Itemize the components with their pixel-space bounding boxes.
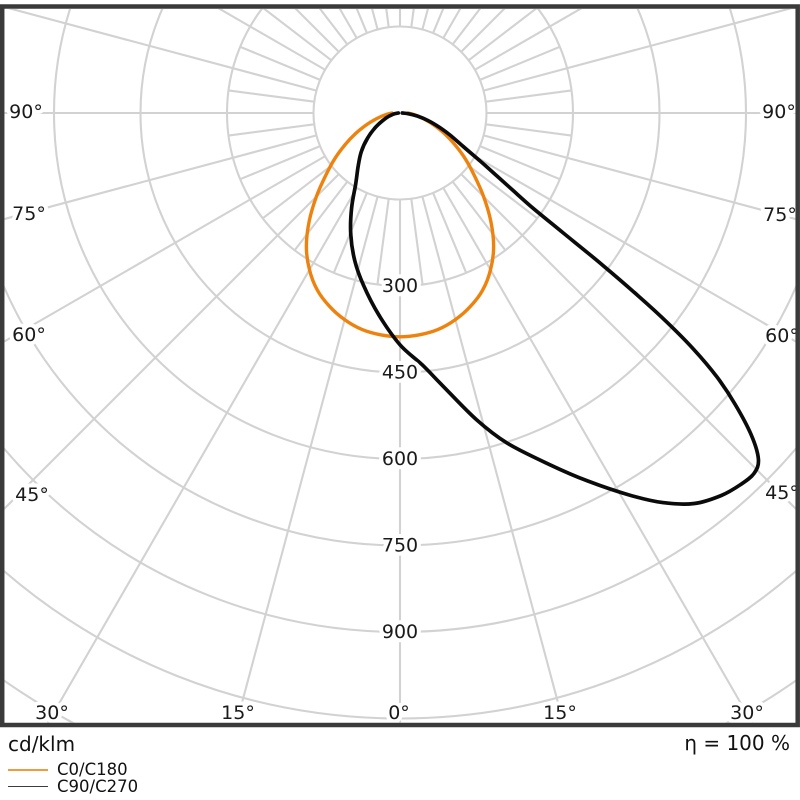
legend-item-c90-c270: C90/C270	[8, 776, 139, 796]
angle-label-right-45°: 45°	[765, 482, 799, 504]
grid-ray-major	[46, 187, 358, 723]
grid-ray-minor	[432, 9, 445, 34]
grid-ray-major	[235, 196, 379, 723]
grid-ray-minor	[239, 45, 321, 81]
grid-ray-minor	[479, 45, 561, 81]
plot-frame	[0, 4, 800, 728]
angle-label-bottom-2: 0°	[388, 702, 410, 724]
angle-label-left-75°: 75°	[12, 203, 46, 225]
light-output-ratio-label: η = 100 %	[684, 731, 790, 755]
grid-ray-minor	[467, 164, 538, 220]
legend-line-c0-c180-icon	[8, 769, 48, 771]
radial-tick-label-900: 900	[382, 621, 418, 643]
angle-label-left-60°: 60°	[12, 324, 46, 346]
grid-ray-minor	[410, 198, 424, 285]
grid-ray-minor	[479, 145, 561, 181]
grid-ray-minor	[451, 180, 507, 251]
grid-ray-major	[442, 187, 754, 723]
angle-label-bottom-0: 30°	[35, 702, 69, 724]
grid-ray-minor	[485, 89, 572, 103]
angle-label-right-90°: 90°	[762, 101, 796, 123]
grid-ray-major	[4, 134, 317, 221]
grid-ray-minor	[451, 9, 482, 46]
grid-ray-minor	[262, 164, 333, 220]
curve-c0-c180	[304, 111, 496, 339]
grid-ray-major	[7, 9, 317, 92]
grid-ray-minor	[376, 198, 390, 285]
grid-ray-minor	[410, 9, 415, 28]
radial-tick-label-600: 600	[382, 448, 418, 470]
grid-ray-major	[421, 196, 565, 723]
grid-ray-minor	[293, 180, 349, 251]
angle-label-bottom-3: 15°	[543, 702, 577, 724]
legend-label-c0-c180: C0/C180	[57, 760, 128, 779]
angle-label-bottom-4: 30°	[730, 702, 764, 724]
grid-ray-minor	[318, 9, 349, 46]
grid-ray-major	[460, 173, 796, 510]
grid-ray-major	[483, 134, 796, 221]
grid-ray-major	[4, 173, 340, 510]
grid-ray-minor	[467, 9, 538, 62]
grid-ray-minor	[432, 192, 468, 274]
legend-line-c90-c270-icon	[8, 786, 48, 787]
radial-tick-label-750: 750	[382, 535, 418, 557]
grid-ray-minor	[262, 9, 333, 62]
radial-units-label: cd/klm	[8, 732, 76, 756]
angle-label-right-60°: 60°	[765, 325, 799, 347]
legend-item-c0-c180: C0/C180	[8, 760, 128, 779]
angle-label-left-45°: 45°	[15, 484, 49, 506]
grid-ray-minor	[355, 9, 368, 34]
radial-tick-label-300: 300	[382, 275, 418, 297]
grid-ray-minor	[485, 123, 572, 137]
grid-ray-minor	[228, 89, 315, 103]
grid-ray-minor	[239, 145, 321, 181]
angle-label-right-75°: 75°	[763, 204, 797, 226]
angle-label-left-90°: 90°	[9, 101, 43, 123]
grid-ray-major	[4, 155, 326, 343]
radial-tick-label-450: 450	[382, 362, 418, 384]
grid-ray-major	[474, 155, 796, 343]
angle-label-bottom-1: 15°	[221, 702, 255, 724]
legend-label-c90-c270: C90/C270	[57, 776, 139, 796]
grid-ray-major	[483, 9, 793, 92]
grid-ray-minor	[385, 9, 390, 28]
grid-ray-minor	[228, 123, 315, 137]
curve-c90-c270	[348, 111, 761, 506]
